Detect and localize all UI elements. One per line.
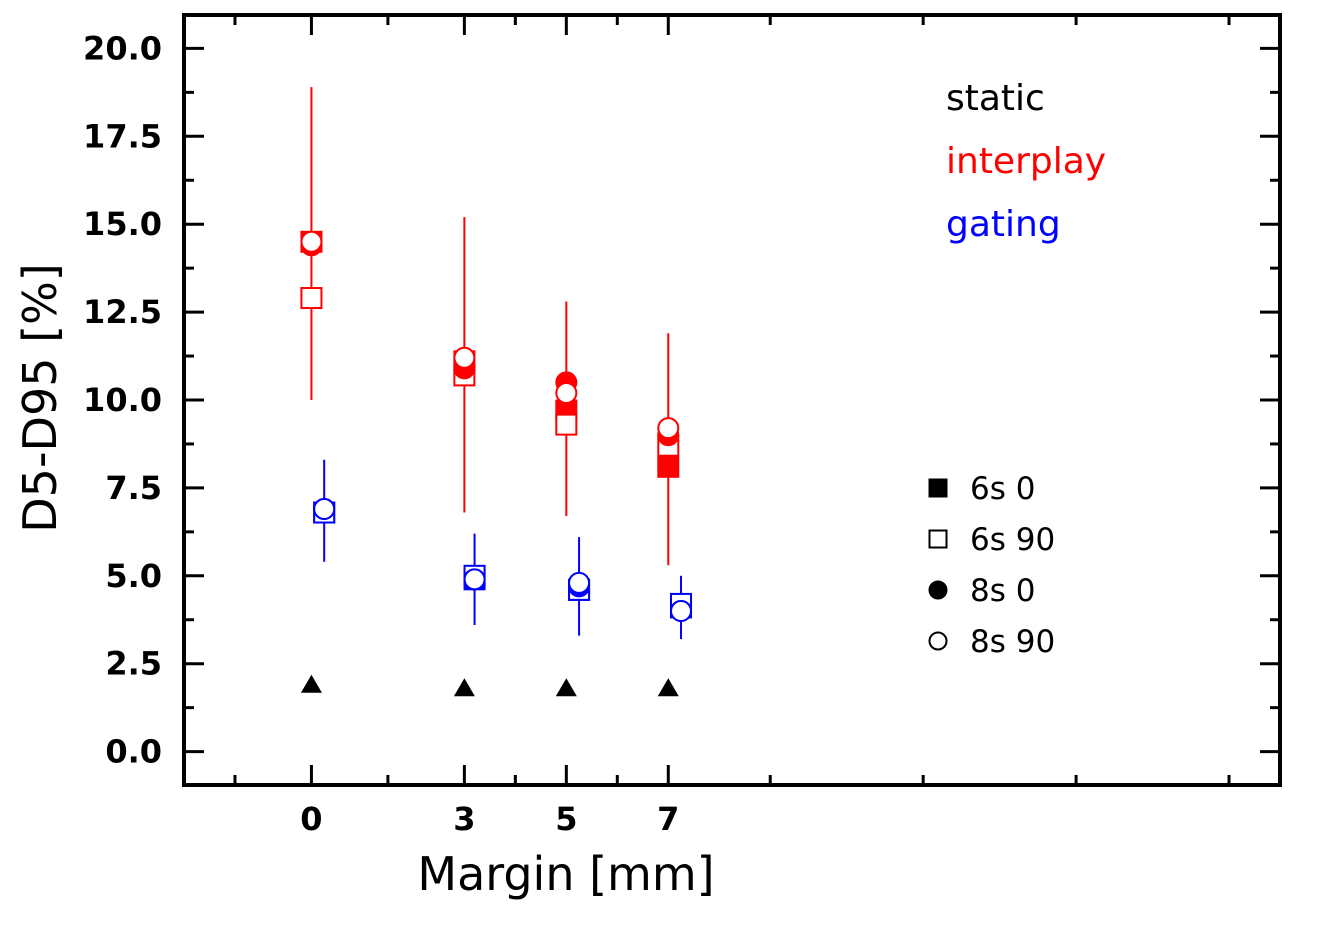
marker-legend-symbol xyxy=(928,529,948,549)
interplay-circle-open-point xyxy=(657,417,680,440)
interplay-square-filled-point xyxy=(657,455,680,478)
y-tick-label: 12.5 xyxy=(83,293,162,331)
y-tick-label: 20.0 xyxy=(83,29,162,67)
gating-circle-open-point xyxy=(463,568,486,591)
static-triangle-filled-point xyxy=(300,674,322,693)
gating-circle-open-point xyxy=(670,599,693,622)
y-tick-label: 0.0 xyxy=(105,733,162,771)
interplay-square-open-point xyxy=(300,287,323,310)
y-tick-label: 5.0 xyxy=(105,557,162,595)
color-legend-static: static xyxy=(946,78,1045,119)
static-triangle-filled-point xyxy=(657,678,679,697)
interplay-square-open-point xyxy=(555,413,578,436)
y-tick-label: 10.0 xyxy=(83,381,162,419)
y-tick-label: 17.5 xyxy=(83,117,162,155)
axis-ticks xyxy=(184,15,1280,785)
marker-legend-label: 8s 0 xyxy=(970,573,1035,609)
interplay-circle-open-point xyxy=(453,346,476,369)
color-legend-gating: gating xyxy=(946,204,1061,245)
y-axis-title: D5-D95 [%] xyxy=(13,263,67,532)
y-tick-label: 7.5 xyxy=(105,469,162,507)
color-legend: static interplay gating xyxy=(946,78,1106,245)
static-triangle-filled-point xyxy=(453,678,475,697)
y-tick-label: 2.5 xyxy=(105,645,162,683)
gating-circle-open-point xyxy=(568,571,591,594)
y-tick-label: 15.0 xyxy=(83,205,162,243)
x-tick-label: 7 xyxy=(657,800,679,838)
interplay-circle-open-point xyxy=(555,381,578,404)
tick-labels: 0.0 2.5 5.0 7.5 10.0 12.5 15.0 17.5 20.0 0 3 5 7 xyxy=(83,29,679,838)
x-axis-title: Margin [mm] xyxy=(417,847,714,901)
marker-legend-symbol xyxy=(928,580,948,600)
marker-legend: 6s 0 6s 90 8s 0 8s 90 xyxy=(928,471,1055,660)
x-tick-label: 0 xyxy=(300,800,322,838)
marker-legend-label: 8s 90 xyxy=(970,624,1055,660)
interplay-circle-open-point xyxy=(300,230,323,253)
marker-legend-symbol xyxy=(928,478,948,498)
gating-circle-open-point xyxy=(313,497,336,520)
plot-frame xyxy=(182,13,1282,787)
color-legend-interplay: interplay xyxy=(946,141,1106,182)
marker-legend-symbol xyxy=(928,631,948,651)
plot-marks xyxy=(300,87,693,697)
marker-legend-label: 6s 0 xyxy=(970,471,1035,507)
static-triangle-filled-point xyxy=(555,678,577,697)
x-tick-label: 3 xyxy=(453,800,475,838)
x-tick-label: 5 xyxy=(555,800,577,838)
marker-legend-label: 6s 90 xyxy=(970,522,1055,558)
